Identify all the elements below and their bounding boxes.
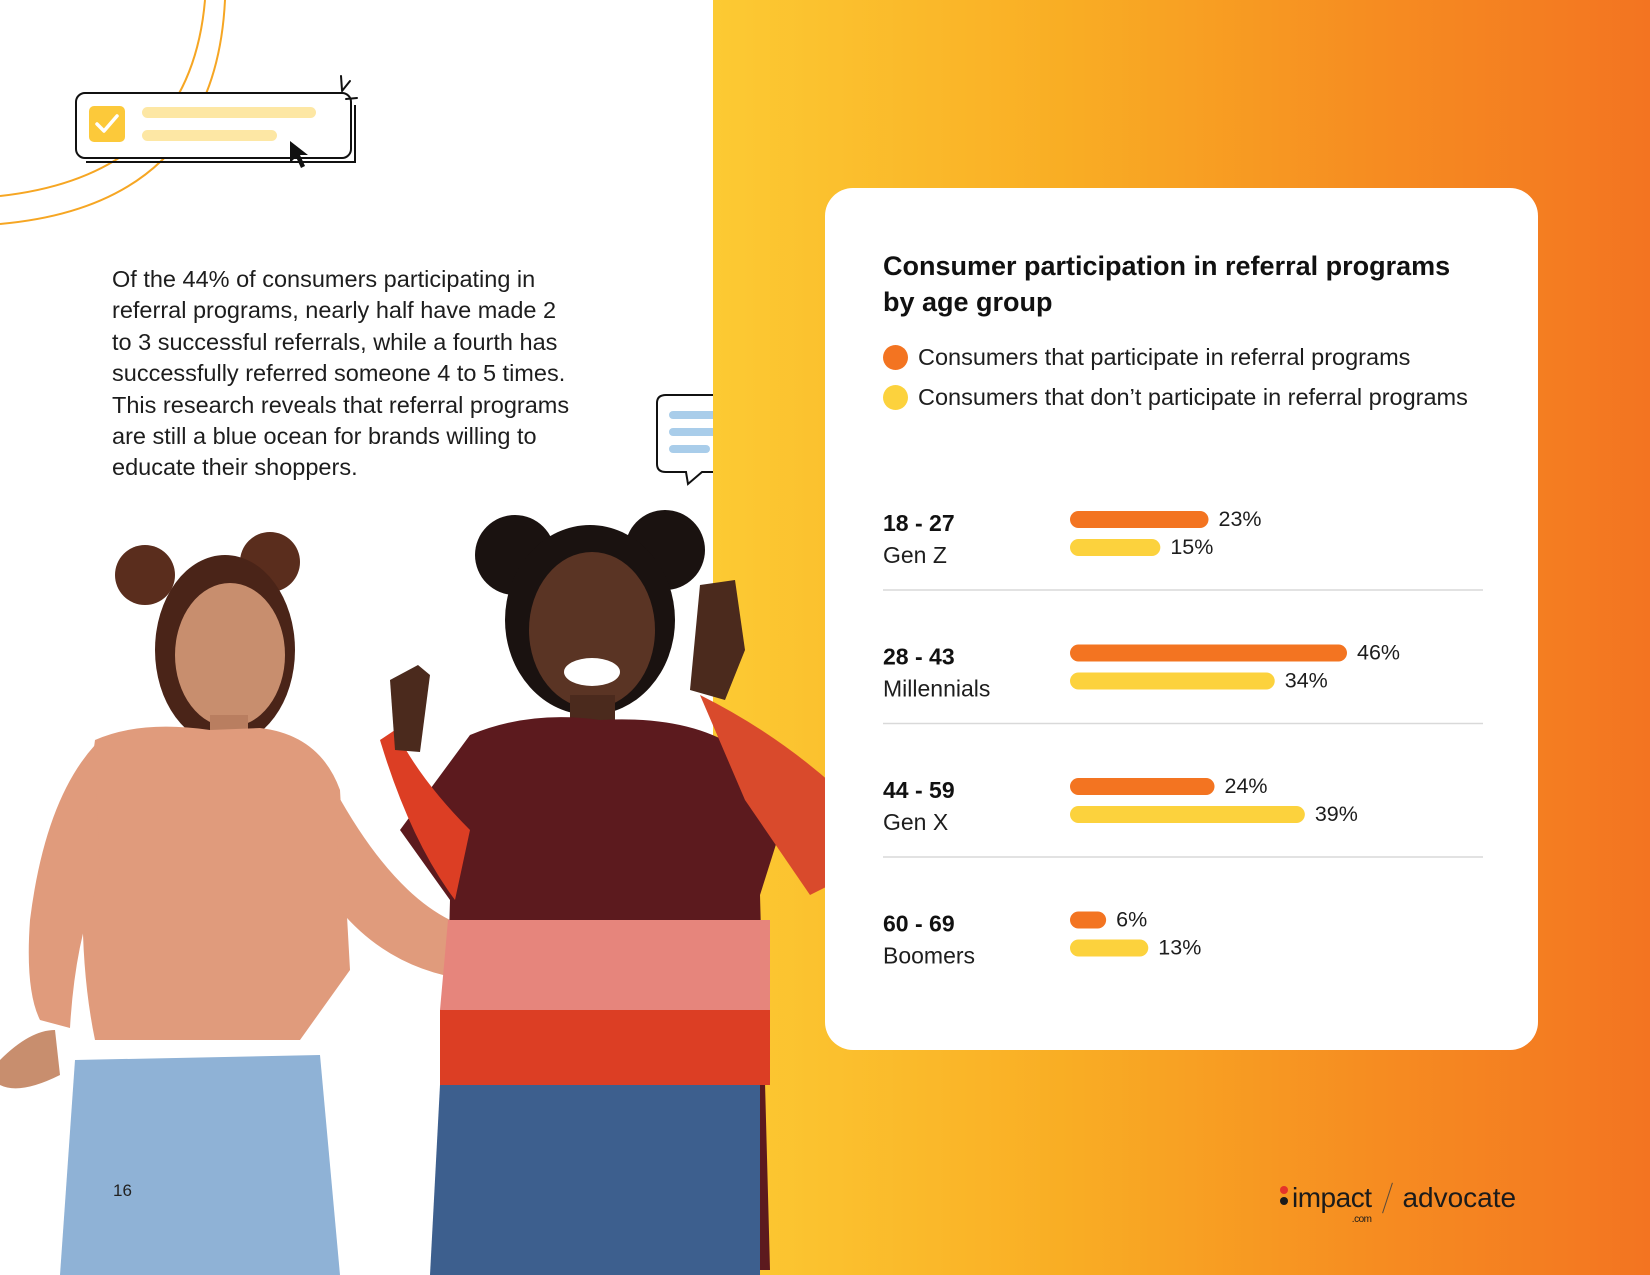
bar-participate <box>1070 644 1347 662</box>
legend-label-participate: Consumers that participate in referral p… <box>918 344 1411 370</box>
woman-right <box>380 510 880 1275</box>
impact-logo: impact .com <box>1280 1182 1372 1225</box>
bar-participate <box>1070 511 1209 528</box>
page-number: 16 <box>113 1181 132 1200</box>
legend-label-not-participate: Consumers that don’t participate in refe… <box>918 384 1468 410</box>
chart-card: Consumer participation in referral progr… <box>825 188 1538 1050</box>
group-generation-label: Millennials <box>883 676 990 702</box>
value-label: 23% <box>1219 507 1262 531</box>
checkbox-card-icon <box>75 92 356 163</box>
logo-dot-black <box>1280 1197 1288 1205</box>
photo-two-women <box>0 510 880 1275</box>
chat-bubble-icon <box>656 394 713 486</box>
value-label: 34% <box>1285 669 1328 693</box>
value-label: 46% <box>1357 641 1400 665</box>
group-range-label: 60 - 69 <box>883 911 955 937</box>
woman-left <box>0 532 470 1275</box>
bar-participate <box>1070 778 1215 795</box>
bar-not-participate <box>1070 539 1161 556</box>
logo-dot-red <box>1280 1186 1288 1194</box>
group-generation-label: Boomers <box>883 943 975 969</box>
advocate-logo-text: advocate <box>1402 1182 1517 1213</box>
bar-participate <box>1070 911 1107 929</box>
group-range-label: 18 - 27 <box>883 510 955 536</box>
group-range-label: 44 - 59 <box>883 777 955 803</box>
legend-swatch-participate <box>883 345 908 370</box>
logo: impact .com advocate <box>1280 1174 1517 1225</box>
logo-divider <box>1382 1182 1394 1214</box>
bar-not-participate <box>1070 806 1305 823</box>
bar-not-participate <box>1070 672 1275 690</box>
decoration <box>0 0 713 486</box>
value-label: 13% <box>1158 936 1201 960</box>
value-label: 15% <box>1170 535 1213 559</box>
legend-swatch-not-participate <box>883 385 908 410</box>
group-range-label: 28 - 43 <box>883 644 955 670</box>
value-label: 6% <box>1116 908 1147 932</box>
value-label: 39% <box>1315 802 1358 826</box>
group-generation-label: Gen Z <box>883 542 947 568</box>
bar-chart: 18 - 27 Gen Z 23%15% 28 - 43 Millennials 46% 3… <box>883 507 1483 969</box>
bar-not-participate <box>1070 939 1149 957</box>
legend-item-not-participate: Consumers that don’t participate in refe… <box>883 384 1468 411</box>
legend-item-participate: Consumers that participate in referral p… <box>883 344 1410 371</box>
intro-paragraph: Of the 44% of consumers participating in… <box>112 266 570 481</box>
chart-title: Consumer participation in referral progr… <box>883 251 1451 317</box>
cursor-icon <box>290 75 358 168</box>
logo-suffix: .com <box>1351 1214 1372 1225</box>
logo-brand-text: impact <box>1292 1182 1372 1213</box>
group-generation-label: Gen X <box>883 809 948 835</box>
value-label: 24% <box>1225 774 1268 798</box>
